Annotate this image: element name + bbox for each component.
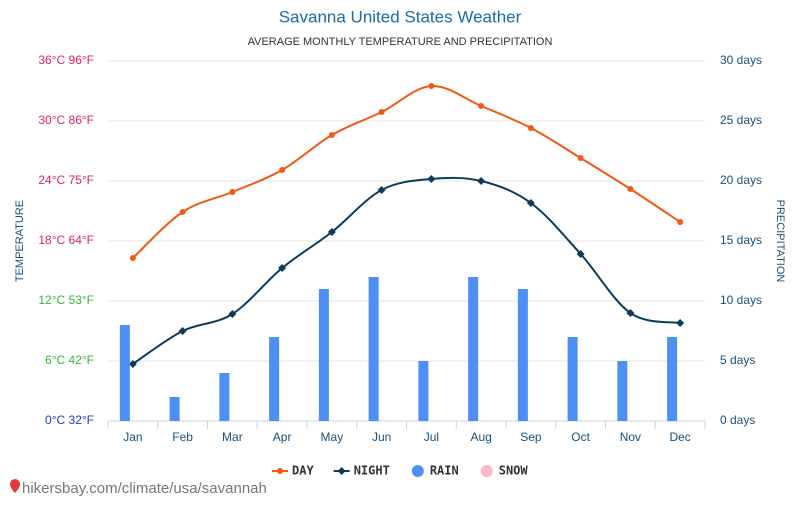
source: hikersbay.com/climate/usa/savannah xyxy=(22,480,267,497)
point xyxy=(478,103,485,109)
point xyxy=(378,109,385,115)
point xyxy=(377,186,386,194)
point xyxy=(228,310,237,318)
y-tick-label: 30°C 86°F xyxy=(38,113,94,127)
point xyxy=(327,228,336,236)
y2-tick-label: 20 days xyxy=(720,173,762,187)
legend-label: SNOW xyxy=(499,464,529,478)
x-tick-label: Mar xyxy=(222,430,243,444)
x-tick-label: Nov xyxy=(620,430,641,444)
point xyxy=(178,327,187,335)
point xyxy=(278,264,287,272)
legend-marker xyxy=(277,468,283,474)
bar xyxy=(617,361,628,421)
point xyxy=(576,250,585,258)
y2-tick-label: 10 days xyxy=(720,293,762,307)
legend-label: DAY xyxy=(292,464,314,478)
point xyxy=(627,186,634,192)
y-tick-label: 0°C 32°F xyxy=(45,413,94,427)
point xyxy=(229,189,236,195)
bar xyxy=(219,373,230,421)
bar xyxy=(269,337,280,421)
point xyxy=(428,83,435,89)
y-tick-label: 12°C 53°F xyxy=(38,293,94,307)
legend-marker xyxy=(337,467,346,475)
point xyxy=(677,219,684,225)
point xyxy=(626,309,635,317)
point xyxy=(526,199,535,207)
bar xyxy=(468,277,479,421)
point xyxy=(577,155,584,161)
point xyxy=(527,125,534,131)
bar xyxy=(517,289,528,421)
bar xyxy=(418,361,429,421)
y2-tick-label: 5 days xyxy=(720,353,755,367)
legend: DAY NIGHT RAIN SNOW xyxy=(272,464,528,478)
x-tick-label: Dec xyxy=(669,430,690,444)
y2-tick-label: 30 days xyxy=(720,53,762,67)
point xyxy=(477,177,486,185)
x-tick-label: Sep xyxy=(520,430,542,444)
bar xyxy=(368,277,379,421)
y-tick-label: 6°C 42°F xyxy=(45,353,94,367)
chart-subtitle: AVERAGE MONTHLY TEMPERATURE AND PRECIPIT… xyxy=(248,36,553,48)
x-tick-label: Jun xyxy=(372,430,391,444)
x-tick-label: May xyxy=(321,430,344,444)
y-tick-label: 24°C 75°F xyxy=(38,173,94,187)
location-pin xyxy=(10,479,20,493)
y2-tick-label: 25 days xyxy=(720,113,762,127)
x-tick-label: Jan xyxy=(123,430,142,444)
bar xyxy=(667,337,678,421)
y2-tick-label: 15 days xyxy=(720,233,762,247)
legend-marker xyxy=(411,465,424,477)
point xyxy=(279,167,286,173)
x-tick-label: Feb xyxy=(172,430,193,444)
bar xyxy=(318,289,329,421)
y2-tick-label: 0 days xyxy=(720,413,755,427)
point xyxy=(129,255,136,261)
bar xyxy=(119,325,130,421)
y-axis-title: TEMPERATURE xyxy=(14,200,26,282)
bar xyxy=(169,397,180,421)
x-tick-label: Jul xyxy=(424,430,439,444)
y2-axis-title: PRECIPITATION xyxy=(774,200,786,283)
legend-label: RAIN xyxy=(430,464,459,478)
chart-title: Savanna United States Weather xyxy=(279,7,522,26)
point xyxy=(328,132,335,138)
point xyxy=(676,319,685,327)
x-tick-label: Aug xyxy=(470,430,491,444)
point xyxy=(179,209,186,215)
x-tick-label: Apr xyxy=(273,430,292,444)
point xyxy=(128,360,137,368)
y-tick-label: 18°C 64°F xyxy=(38,233,94,247)
legend-marker xyxy=(480,465,493,477)
legend-label: NIGHT xyxy=(354,464,390,478)
bar xyxy=(567,337,578,421)
point xyxy=(427,175,436,183)
line xyxy=(132,176,681,365)
x-tick-label: Oct xyxy=(571,430,590,444)
y-tick-label: 36°C 96°F xyxy=(38,53,94,67)
line xyxy=(132,84,681,259)
